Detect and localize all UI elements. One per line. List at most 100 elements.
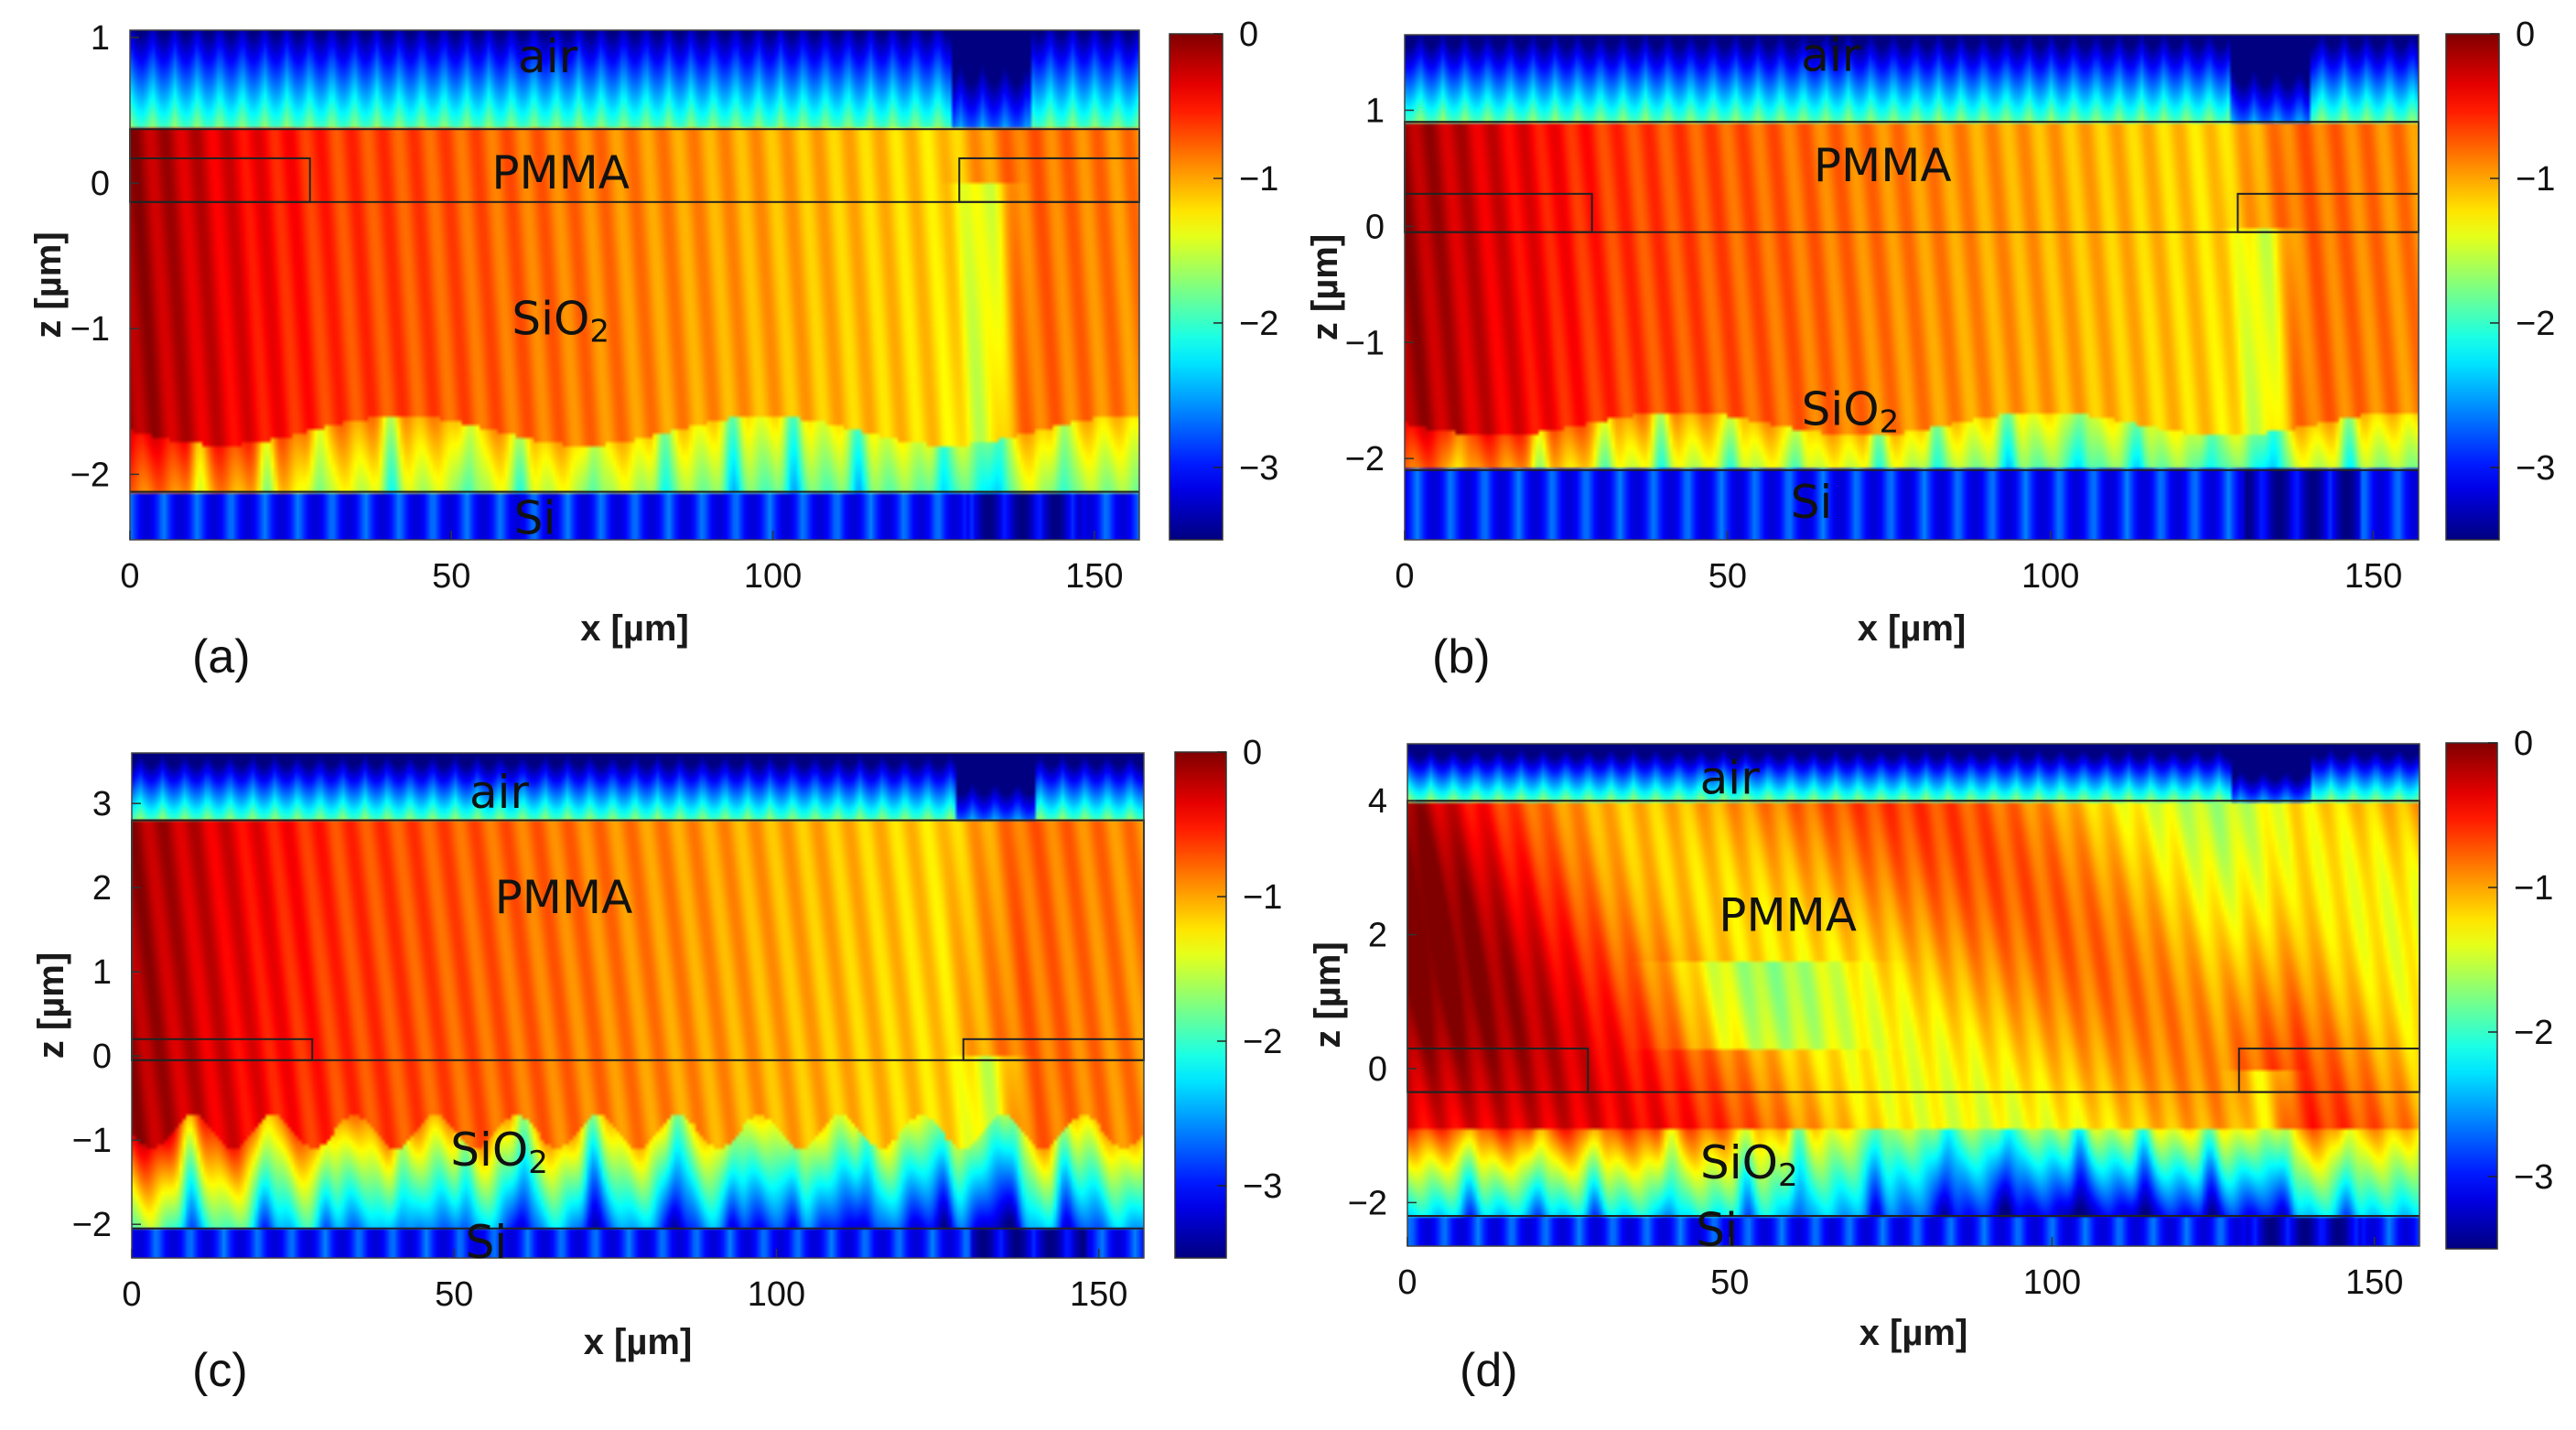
y-tick-label: 1 (1365, 91, 1385, 130)
y-tick-label: −1 (70, 310, 110, 349)
region-label-text: Si (514, 491, 556, 544)
x-tick-label: 150 (1065, 557, 1123, 596)
y-tick-label: 1 (91, 19, 110, 58)
y-tick-label: 0 (92, 1038, 112, 1076)
x-tick-label: 100 (744, 557, 802, 596)
colorbar (2445, 742, 2498, 1250)
panel-label: (d) (1460, 1344, 1518, 1397)
region-label-text: air (469, 766, 530, 819)
colorbar-tick-label: −1 (1243, 878, 1282, 917)
panel-label: (b) (1432, 630, 1491, 683)
region-label-text: SiO (1802, 382, 1880, 435)
panel-label: (c) (192, 1344, 248, 1397)
y-axis-label: z [µm] (1305, 234, 1345, 340)
x-tick-label: 50 (432, 557, 470, 596)
x-tick-label: 150 (2345, 1263, 2403, 1302)
heatmap-field (132, 753, 1144, 1258)
region-label: Si (466, 1216, 508, 1269)
panel-a: air PMMA SiO2 Si 0 50 100 150 −2 −1 0 1 x [µm] z [µm]… (28, 16, 1278, 683)
y-tick-label: −2 (1348, 1184, 1387, 1222)
y-tick-label: 3 (92, 785, 112, 823)
region-label-text: air (1801, 28, 1861, 81)
colorbar-tick-label: −2 (1239, 305, 1278, 343)
y-tick-label: 4 (1368, 782, 1387, 821)
y-tick-label: −2 (1345, 440, 1385, 478)
panel-b: air PMMA SiO2 Si 0 50 100 150 −2 −1 0 1 x [µm] z [µm]… (1305, 16, 2555, 683)
y-tick-label: 2 (92, 869, 112, 908)
colorbar (1174, 751, 1227, 1259)
x-axis-label: x [µm] (580, 608, 689, 649)
region-label-text: Si (466, 1216, 508, 1269)
region-label-text: PMMA (495, 871, 633, 924)
colorbar-tick-label: −3 (2516, 449, 2555, 488)
x-tick-label: 0 (1397, 1263, 1417, 1302)
y-tick-label: 0 (1368, 1050, 1387, 1089)
region-label: air (469, 766, 530, 819)
region-label-text: SiO (1700, 1136, 1778, 1189)
colorbar-tick-label: −1 (2516, 160, 2555, 199)
region-label: air (518, 29, 578, 82)
colorbar-tick-label: −2 (2514, 1014, 2553, 1052)
y-tick-label: −1 (1345, 324, 1385, 362)
region-label-subscript: 2 (1880, 403, 1900, 440)
region-label: Si (1696, 1203, 1738, 1256)
heatmap-field (130, 30, 1139, 540)
colorbar-tick-label: −2 (2516, 305, 2555, 343)
region-label-text: SiO (450, 1124, 528, 1177)
region-label: air (1801, 28, 1861, 81)
x-tick-label: 100 (2021, 557, 2079, 596)
region-label: PMMA (1719, 888, 1857, 941)
region-label: SiO2 (512, 292, 609, 349)
y-axis-label: z [µm] (31, 952, 71, 1059)
y-tick-label: 2 (1368, 917, 1387, 955)
y-tick-label: −1 (72, 1122, 112, 1160)
plot-frame (129, 29, 1140, 541)
plot-frame (1404, 34, 2420, 541)
x-axis-label: x [µm] (1858, 608, 1967, 649)
region-label-subscript: 2 (1778, 1157, 1798, 1194)
colorbar-tick-label: 0 (1243, 734, 1262, 772)
x-tick-label: 100 (748, 1275, 805, 1314)
panel-label: (a) (192, 630, 251, 683)
region-label-text: PMMA (491, 146, 630, 199)
y-axis-label: z [µm] (28, 231, 69, 338)
region-label-text: PMMA (1814, 138, 1952, 191)
colorbar-tick-label: −1 (1239, 160, 1278, 199)
y-tick-label: 0 (1365, 208, 1385, 246)
colorbar-tick-label: −3 (2514, 1158, 2553, 1197)
x-axis-label: x [µm] (584, 1322, 693, 1362)
plot-frame (131, 752, 1145, 1259)
region-label: SiO2 (1802, 382, 1900, 440)
x-tick-label: 0 (122, 1275, 141, 1314)
y-tick-label: −2 (72, 1206, 112, 1244)
region-label: SiO2 (450, 1124, 548, 1181)
x-tick-label: 50 (1710, 1263, 1749, 1302)
plot-frame (1407, 743, 2420, 1247)
heatmap-field (1405, 35, 2419, 540)
y-tick-label: −2 (70, 456, 110, 494)
region-label: PMMA (1814, 138, 1952, 191)
colorbar (2445, 33, 2500, 541)
x-tick-label: 150 (2344, 557, 2402, 596)
region-label-text: Si (1791, 475, 1833, 528)
colorbar (1169, 33, 1223, 541)
colorbar-tick-label: −3 (1243, 1167, 1282, 1206)
region-label-text: PMMA (1719, 888, 1857, 941)
region-label: PMMA (491, 146, 630, 199)
x-tick-label: 0 (120, 557, 139, 596)
x-tick-label: 150 (1070, 1275, 1127, 1314)
region-label-text: air (518, 29, 578, 82)
colorbar-tick-label: 0 (1239, 16, 1258, 54)
y-tick-label: 0 (91, 165, 110, 203)
y-tick-label: 1 (92, 953, 112, 992)
region-label: air (1700, 751, 1761, 804)
region-label: Si (1791, 475, 1833, 528)
colorbar-tick-label: −1 (2514, 869, 2553, 908)
region-label-text: air (1700, 751, 1761, 804)
region-label: SiO2 (1700, 1136, 1798, 1194)
colorbar-tick-label: −3 (1239, 449, 1278, 488)
colorbar-tick-label: 0 (2514, 725, 2533, 763)
region-label-text: Si (1696, 1203, 1738, 1256)
